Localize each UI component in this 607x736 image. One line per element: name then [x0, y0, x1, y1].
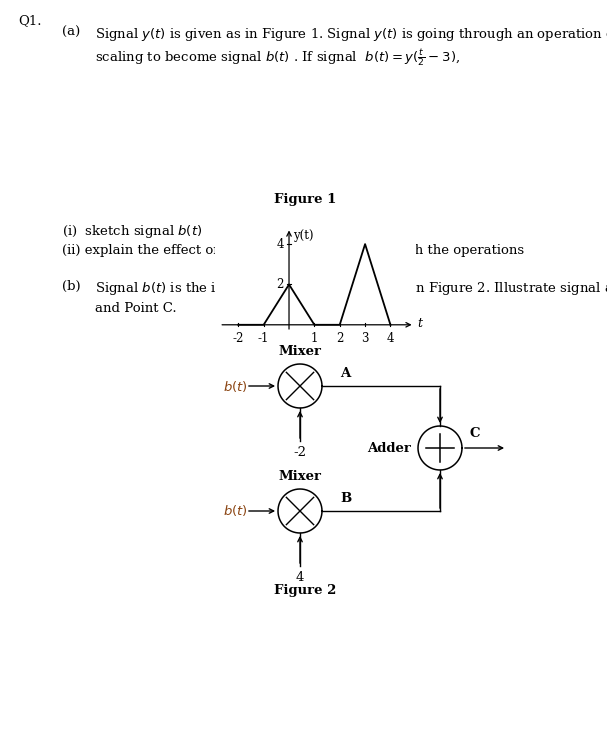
Text: B: B [340, 492, 351, 505]
Text: -2: -2 [294, 446, 307, 459]
Text: (a): (a) [62, 26, 80, 39]
Text: and Point C.: and Point C. [95, 302, 177, 315]
Text: 4: 4 [387, 332, 394, 345]
Text: -2: -2 [232, 332, 244, 345]
Text: 4: 4 [296, 571, 304, 584]
Text: Q1.: Q1. [18, 14, 41, 27]
Text: 2: 2 [336, 332, 344, 345]
Text: Mixer: Mixer [279, 470, 322, 483]
Text: (b): (b) [62, 280, 81, 293]
Text: Signal $b(t)$ is the input to the system as shown in Figure 2. Illustrate signal: Signal $b(t)$ is the input to the system… [95, 280, 607, 297]
Text: 3: 3 [361, 332, 369, 345]
Text: (i)  sketch signal $b(t)$: (i) sketch signal $b(t)$ [62, 223, 202, 240]
Text: Adder: Adder [367, 442, 411, 455]
Text: y(t): y(t) [293, 229, 313, 242]
Text: Signal $y(t)$ is given as in Figure 1. Signal $y(t)$ is going through an operati: Signal $y(t)$ is given as in Figure 1. S… [95, 26, 607, 43]
Text: C: C [470, 427, 481, 440]
Text: Mixer: Mixer [279, 345, 322, 358]
Text: Figure 1: Figure 1 [274, 193, 336, 206]
Text: $b(t)$: $b(t)$ [223, 503, 248, 518]
Text: scaling to become signal $b(t)$ . If signal  $b(t) = y(\frac{t}{2}-3)$,: scaling to become signal $b(t)$ . If sig… [95, 48, 460, 69]
Text: t: t [417, 317, 422, 330]
Text: 2: 2 [277, 278, 284, 291]
Text: (ii) explain the effect on the signal after went through the operations: (ii) explain the effect on the signal af… [62, 244, 524, 257]
Text: 1: 1 [311, 332, 318, 345]
Text: $b(t)$: $b(t)$ [223, 378, 248, 394]
Text: 4: 4 [276, 238, 284, 250]
Text: A: A [340, 367, 350, 380]
Text: Figure 2: Figure 2 [274, 584, 336, 597]
Text: -1: -1 [258, 332, 270, 345]
